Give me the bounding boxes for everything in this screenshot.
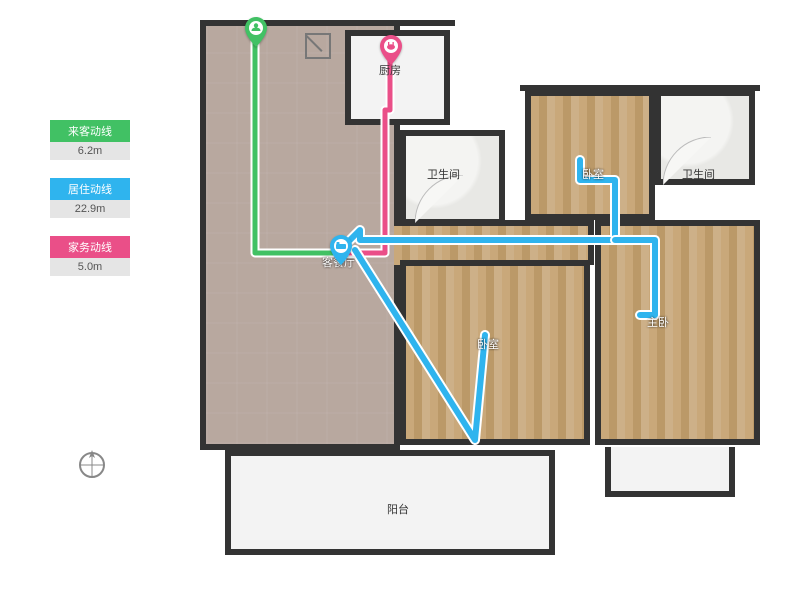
label-bedroom-tr: 卧室 [580, 165, 606, 183]
legend-living-value: 22.9m [50, 200, 130, 218]
legend-panel: 来客动线 6.2m 居住动线 22.9m 家务动线 5.0m [50, 120, 130, 294]
legend-guest-value: 6.2m [50, 142, 130, 160]
legend-guest-label: 来客动线 [50, 120, 130, 142]
marker-chores [380, 35, 402, 65]
legend-chores-label: 家务动线 [50, 236, 130, 258]
legend-chores-value: 5.0m [50, 258, 130, 276]
legend-living-label: 居住动线 [50, 178, 130, 200]
legend-living: 居住动线 22.9m [50, 178, 130, 218]
marker-living [330, 235, 352, 265]
label-bath1: 卫生间 [425, 165, 462, 183]
label-bedroom-bl: 卧室 [475, 335, 501, 353]
label-balcony: 阳台 [385, 500, 411, 518]
path-overlay [185, 15, 775, 570]
label-bedroom-r: 主卧 [645, 313, 671, 331]
label-bath2: 卫生间 [680, 165, 717, 183]
legend-guest: 来客动线 6.2m [50, 120, 130, 160]
legend-chores: 家务动线 5.0m [50, 236, 130, 276]
marker-guest [245, 17, 267, 47]
compass-icon [75, 448, 109, 487]
floorplan: 客餐厅 厨房 卫生间 卫生间 卧室 主卧 卧室 阳台 [185, 15, 775, 570]
